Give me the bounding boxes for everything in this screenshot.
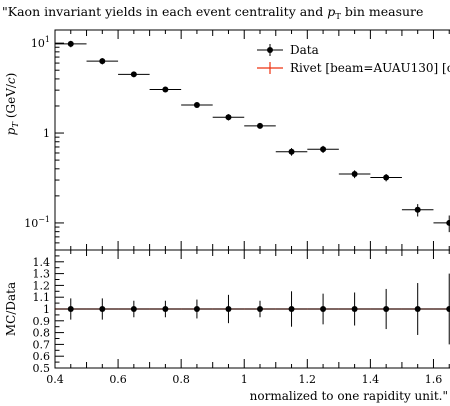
ratio-data-points xyxy=(55,274,450,345)
legend: Data Rivet [beam=AUAU130] [c xyxy=(257,43,450,75)
ratio-point-marker xyxy=(162,306,168,312)
ratio-point-marker xyxy=(415,306,421,312)
data-point xyxy=(307,146,339,153)
data-point-marker xyxy=(99,58,105,64)
y-axis-label-close: ) xyxy=(4,73,18,78)
data-point xyxy=(433,215,450,232)
ratio-point-marker xyxy=(68,306,74,312)
y-tick-mantissa: 1 xyxy=(43,127,50,140)
ratio-point xyxy=(339,292,371,325)
ratio-point xyxy=(118,301,150,318)
y-tick-mantissa: 10 xyxy=(24,217,38,230)
chart-title: "Kaon invariant yields in each event cen… xyxy=(2,4,423,22)
data-point xyxy=(370,174,402,181)
x-axis-label: normalized to one rapidity unit." xyxy=(250,389,448,403)
chart-title-pt: p xyxy=(327,4,335,19)
data-point-marker xyxy=(446,220,450,226)
data-point-marker xyxy=(289,149,295,155)
x-tick-label: 1 xyxy=(241,373,248,386)
data-point-marker xyxy=(383,175,389,181)
ratio-tick-label: 0.9 xyxy=(33,315,51,328)
x-tick-label: 0.4 xyxy=(46,373,64,386)
ratio-tick-label: 0.8 xyxy=(33,327,51,340)
chart-title-part-1: "Kaon invariant yields in each event cen… xyxy=(2,4,327,19)
ratio-tick-label: 1.4 xyxy=(33,256,51,269)
data-point xyxy=(402,204,434,216)
ratio-tick-label: 1.3 xyxy=(33,268,51,281)
data-point xyxy=(118,71,150,77)
ratio-point xyxy=(433,274,450,345)
ratio-point-marker xyxy=(257,306,263,312)
ratio-point xyxy=(244,301,276,318)
ratio-tick-label: 1 xyxy=(43,303,50,316)
data-point-marker xyxy=(415,207,421,213)
ratio-y-axis-label: MC/Data xyxy=(4,282,18,336)
ratio-point-marker xyxy=(194,306,200,312)
ratio-point xyxy=(276,291,308,326)
x-tick-label: 0.6 xyxy=(109,373,127,386)
chart-title-part-2: bin measure xyxy=(341,4,424,19)
data-point xyxy=(339,170,371,178)
ratio-point-marker xyxy=(352,306,358,312)
ratio-point-marker xyxy=(131,306,137,312)
ratio-panel-ticks: 0.50.60.70.80.911.11.21.31.4 xyxy=(33,250,450,375)
ratio-point xyxy=(370,289,402,329)
ratio-point-marker xyxy=(383,306,389,312)
ratio-point xyxy=(181,300,213,319)
y-tick-mantissa: 10 xyxy=(31,37,45,50)
legend-data-marker xyxy=(267,47,273,53)
data-point-marker xyxy=(225,114,231,120)
x-tick-label: 1.2 xyxy=(299,373,317,386)
data-point-marker xyxy=(162,86,168,92)
ratio-point xyxy=(307,294,339,325)
data-point xyxy=(87,58,119,64)
y-tick-label: 101 xyxy=(31,35,50,50)
ratio-point-marker xyxy=(99,306,105,312)
x-axis-ticks: 0.4 0.6 0.8 1 1.2 1.4 1.6 xyxy=(46,30,450,386)
data-point-marker xyxy=(194,102,200,108)
data-point-marker xyxy=(320,146,326,152)
ratio-point-marker xyxy=(225,306,231,312)
ratio-point xyxy=(55,298,87,319)
ratio-point xyxy=(402,283,434,335)
legend-data-label: Data xyxy=(290,43,319,57)
ratio-tick-label: 0.7 xyxy=(33,338,51,351)
y-axis-label-unit: (GeV/ xyxy=(4,83,18,122)
ratio-tick-label: 1.1 xyxy=(33,291,51,304)
x-tick-label: 0.8 xyxy=(172,373,190,386)
y-tick-label: 1 xyxy=(43,127,50,140)
y-axis-label: pT (GeV/c) xyxy=(4,73,21,136)
ratio-point xyxy=(150,301,182,318)
y-tick-label: 10−1 xyxy=(24,215,50,230)
data-point xyxy=(213,114,245,120)
ratio-tick-label: 1.2 xyxy=(33,279,51,292)
ratio-point xyxy=(87,298,119,319)
y-tick-exponent: 1 xyxy=(45,35,50,44)
x-tick-label: 1.6 xyxy=(425,373,443,386)
data-point xyxy=(55,41,87,47)
data-point xyxy=(181,102,213,108)
ratio-point-marker xyxy=(446,306,450,312)
legend-rivet-label: Rivet [beam=AUAU130] [c xyxy=(290,61,450,75)
data-point-marker xyxy=(68,41,74,47)
data-point xyxy=(276,148,308,156)
x-tick-label: 1.4 xyxy=(362,373,380,386)
ratio-point xyxy=(213,295,245,323)
data-point xyxy=(150,86,182,92)
ratio-tick-label: 0.6 xyxy=(33,350,51,363)
ratio-point-marker xyxy=(320,306,326,312)
ratio-point-marker xyxy=(289,306,295,312)
y-tick-exponent: −1 xyxy=(38,215,50,224)
data-point-marker xyxy=(257,123,263,129)
data-point-marker xyxy=(352,171,358,177)
data-point-marker xyxy=(131,71,137,77)
data-point xyxy=(244,123,276,129)
